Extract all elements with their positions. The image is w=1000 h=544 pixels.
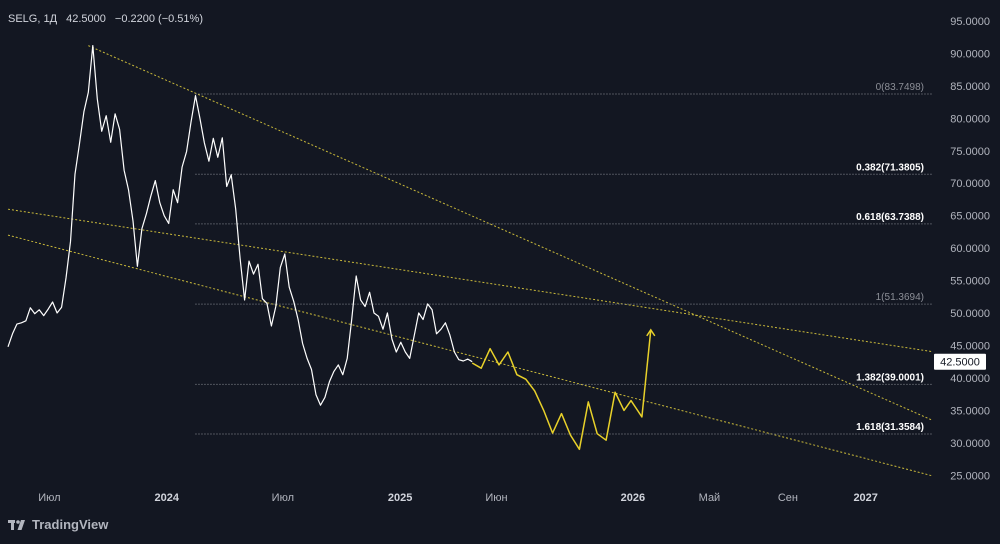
symbol-label[interactable]: SELG, 1Д	[8, 13, 58, 25]
time-tick-label: Сен	[778, 492, 798, 504]
fib-level-label: 0.382(71.3805)	[856, 162, 924, 173]
price-tick-label: 35.0000	[950, 405, 990, 417]
fib-level-label: 1.382(39.0001)	[856, 372, 924, 383]
brand-name: TradingView	[32, 517, 109, 532]
price-tick-label: 55.0000	[950, 276, 990, 288]
time-tick-label: 2024	[155, 492, 180, 504]
price-tick-label: 50.0000	[950, 308, 990, 320]
fib-level-label: 1.618(31.3584)	[856, 422, 924, 433]
time-axis[interactable]: Июл 2024 Июл 2025 Июн 2026 Май Сен 2027	[38, 492, 878, 504]
price-tick-label: 90.0000	[950, 48, 990, 60]
last-price-marker-label: 42.5000	[940, 357, 980, 369]
chart-header: SELG, 1Д 42.5000 −0.2200 (−0.51%)	[8, 13, 209, 25]
price-tick-label: 60.0000	[950, 243, 990, 255]
last-price-label: 42.5000	[66, 13, 106, 25]
fib-level-label: 0(83.7498)	[876, 82, 924, 93]
price-tick-label: 45.0000	[950, 340, 990, 352]
tradingview-logo[interactable]: TradingView	[8, 517, 108, 532]
time-tick-label: Июл	[38, 492, 60, 504]
time-tick-label: Июл	[272, 492, 294, 504]
price-series-line	[7, 44, 473, 406]
trend-line-1	[88, 45, 933, 421]
tradingview-logo-icon	[8, 519, 25, 530]
price-tick-label: 40.0000	[950, 373, 990, 385]
price-tick-label: 75.0000	[950, 146, 990, 158]
time-tick-label: Июн	[485, 492, 507, 504]
price-axis[interactable]: 25.0000 30.0000 35.0000 40.0000 45.0000 50.00…	[934, 16, 990, 482]
trend-line-3	[7, 234, 933, 477]
price-change-label: −0.2200 (−0.51%)	[114, 13, 203, 25]
projection-path-line	[471, 329, 652, 451]
time-tick-label: 2026	[621, 492, 645, 504]
fib-level-label: 0.618(63.7388)	[856, 212, 924, 223]
price-tick-label: 30.0000	[950, 438, 990, 450]
time-tick-label: 2025	[388, 492, 412, 504]
fib-level-label: 1(51.3694)	[876, 292, 924, 303]
price-tick-label: 85.0000	[950, 81, 990, 93]
time-tick-label: 2027	[853, 492, 877, 504]
trend-line-2	[7, 208, 933, 353]
price-tick-label: 25.0000	[950, 470, 990, 482]
price-tick-label: 65.0000	[950, 211, 990, 223]
projection-arrow-head	[646, 328, 656, 337]
price-tick-label: 95.0000	[950, 16, 990, 28]
price-tick-label: 70.0000	[950, 178, 990, 190]
last-price-marker	[934, 353, 986, 370]
price-tick-label: 80.0000	[950, 113, 990, 125]
plot-area[interactable]: 0(83.7498) 0.382(71.3805) 0.618(63.7388) 1(…	[7, 44, 933, 477]
time-tick-label: Май	[699, 492, 721, 504]
